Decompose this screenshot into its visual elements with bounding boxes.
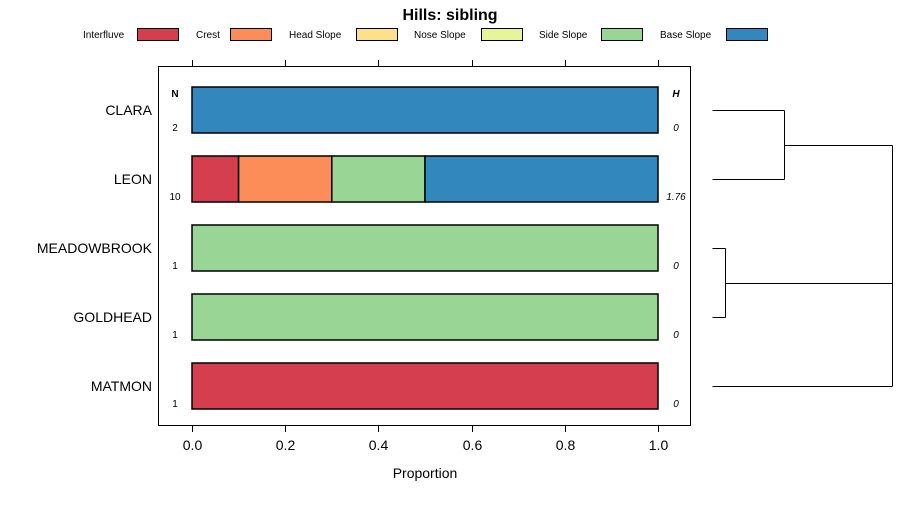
bar-segment-meadowbrook-side-slope <box>191 224 659 272</box>
h-value-matmon: 0 <box>673 399 679 410</box>
legend-swatch-nose-slope <box>481 28 523 41</box>
n-value-meadowbrook: 1 <box>172 261 178 272</box>
x-axis: 0.0 0.2 0.4 0.6 0.8 1.0 <box>183 426 669 453</box>
legend-label-side-slope: Side Slope <box>539 30 588 41</box>
category-label-clara: CLARA <box>105 102 152 118</box>
category-label-meadowbrook: MEADOWBROOK <box>37 240 153 256</box>
plot-frame <box>158 66 691 426</box>
legend-label-nose-slope: Nose Slope <box>414 30 466 41</box>
legend-swatch-base-slope <box>726 28 768 41</box>
bar-segment-matmon-interfluve <box>191 362 659 410</box>
x-tick-label: 0.6 <box>463 437 483 453</box>
legend-swatch-head-slope <box>356 28 398 41</box>
h-value-meadowbrook: 0 <box>673 261 679 272</box>
h-header: H <box>672 89 680 100</box>
n-value-clara: 2 <box>172 123 178 134</box>
category-label-matmon: MATMON <box>91 378 152 394</box>
legend-swatch-interfluve <box>137 28 179 41</box>
top-ticks <box>192 60 659 66</box>
bar-segment-goldhead-side-slope <box>191 293 659 341</box>
h-value-leon: 1.76 <box>666 192 686 203</box>
x-tick-label: 0.2 <box>276 437 296 453</box>
x-tick-label: 1.0 <box>649 437 669 453</box>
x-tick-label: 0.4 <box>369 437 389 453</box>
n-header: N <box>171 89 178 100</box>
chart-title: Hills: sibling <box>402 7 497 24</box>
dendrogram <box>712 110 893 387</box>
category-label-goldhead: GOLDHEAD <box>73 309 152 325</box>
x-axis-title: Proportion <box>393 465 458 481</box>
legend-label-interfluve: Interfluve <box>83 30 125 41</box>
legend-swatch-crest <box>230 28 272 41</box>
h-value-goldhead: 0 <box>673 330 679 341</box>
legend-label-base-slope: Base Slope <box>660 30 712 41</box>
bar-segment-leon-crest <box>237 155 333 203</box>
n-value-leon: 10 <box>169 192 181 203</box>
n-value-goldhead: 1 <box>172 330 178 341</box>
legend-swatch-side-slope <box>601 28 643 41</box>
category-label-leon: LEON <box>114 171 152 187</box>
bar-segment-clara-base-slope <box>191 86 659 134</box>
x-tick-label: 0.8 <box>556 437 576 453</box>
h-value-clara: 0 <box>673 123 679 134</box>
x-tick-label: 0.0 <box>183 437 203 453</box>
legend-label-crest: Crest <box>196 30 220 41</box>
n-value-matmon: 1 <box>172 399 178 410</box>
bar-segment-leon-side-slope <box>331 155 426 203</box>
legend-label-head-slope: Head Slope <box>289 30 342 41</box>
legend: Interfluve Crest Head Slope Nose Slope Side … <box>83 28 768 41</box>
bar-segment-leon-base-slope <box>424 155 659 203</box>
bar-segment-leon-interfluve <box>191 155 240 203</box>
